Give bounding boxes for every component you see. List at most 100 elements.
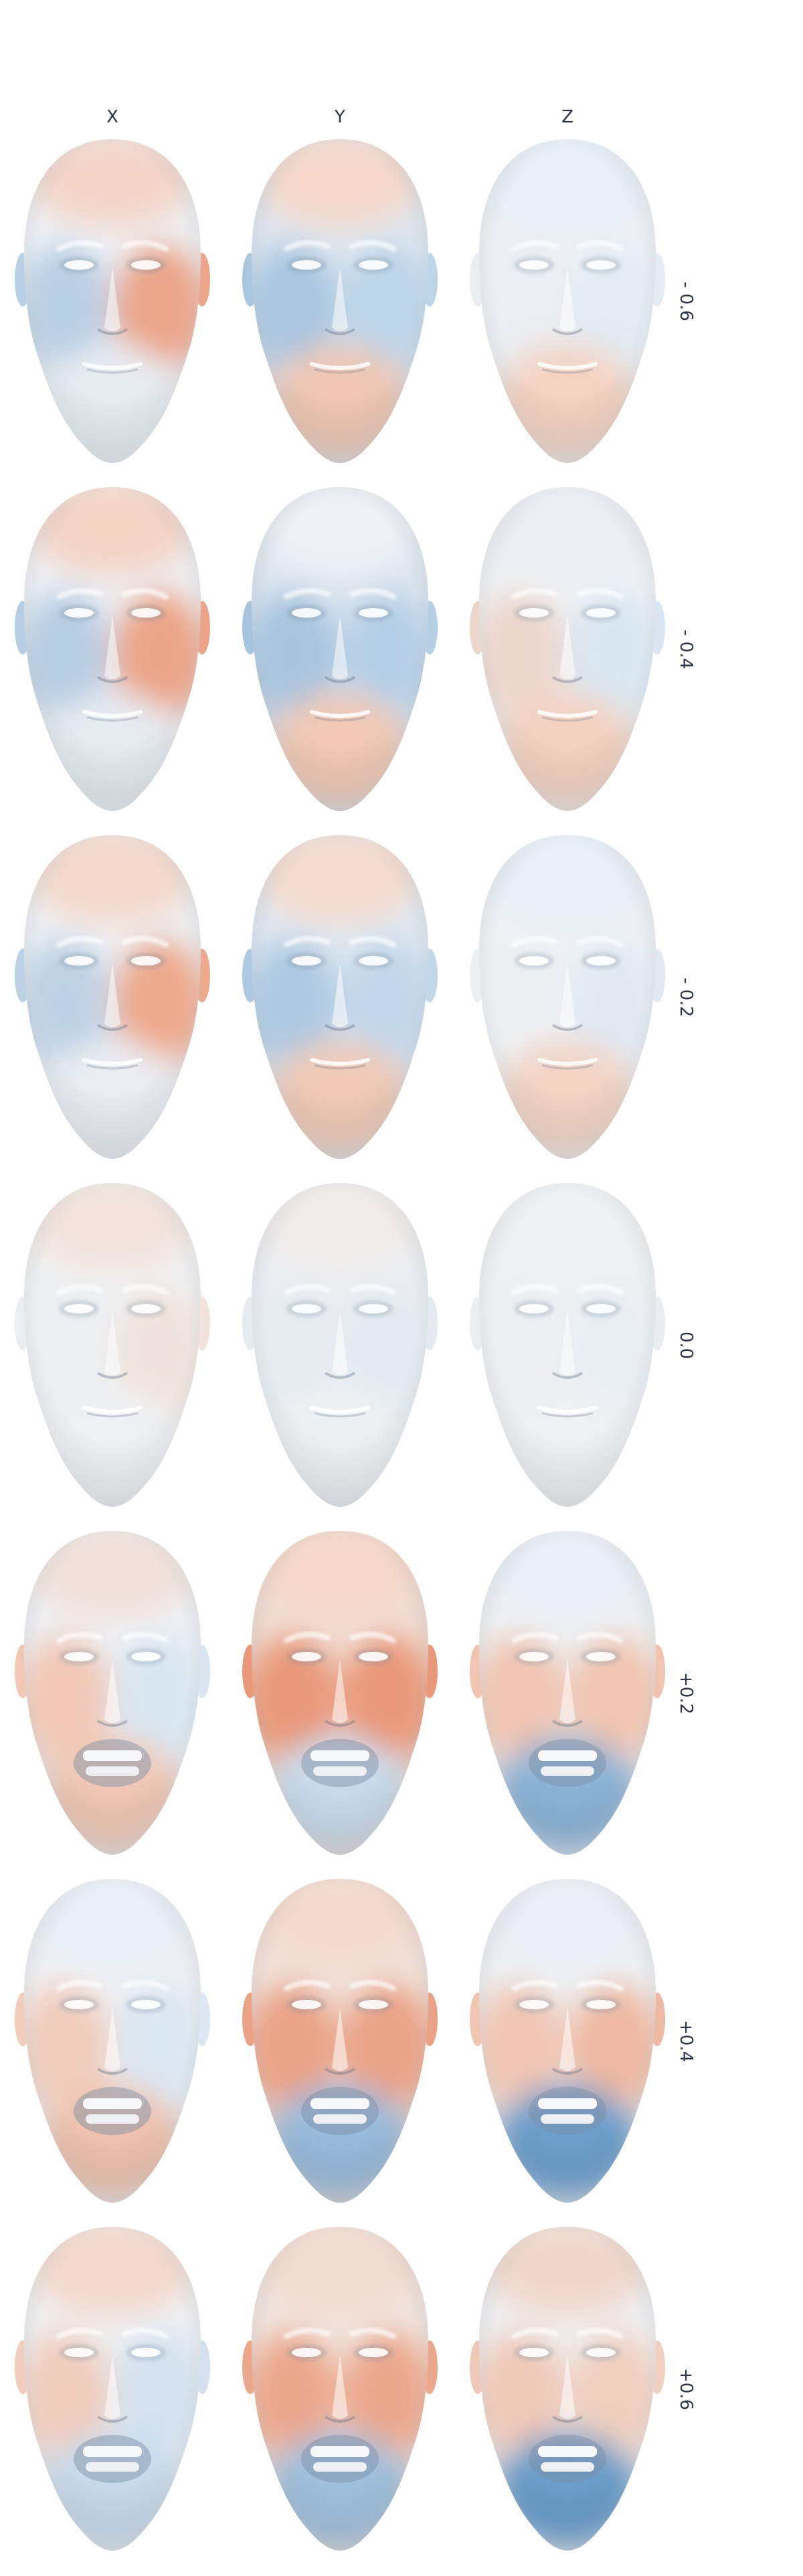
mouth-closed: [310, 710, 370, 718]
left-eye: [64, 1652, 94, 1661]
nose: [559, 616, 575, 679]
face-render: [15, 487, 210, 811]
upper-teeth: [310, 2098, 369, 2109]
face-render: [15, 2227, 210, 2551]
left-eye: [292, 1652, 321, 1661]
lower-teeth: [541, 2462, 594, 2472]
face-mesh: [240, 1873, 440, 2208]
face-mesh: [467, 1526, 668, 1860]
right-eye: [131, 1304, 161, 1313]
lower-teeth: [313, 1766, 367, 1776]
right-eye: [586, 2000, 616, 2009]
nose: [559, 268, 575, 331]
lower-teeth: [86, 2114, 139, 2124]
face-mesh: [12, 1873, 213, 2208]
face-render: [242, 835, 438, 1159]
row-label: 0.0: [676, 1331, 696, 1359]
left-eye: [64, 2000, 94, 2009]
nose: [332, 1311, 348, 1375]
mouth-closed: [82, 362, 143, 370]
upper-teeth: [83, 2098, 142, 2109]
mouth-closed: [537, 710, 598, 718]
face-render: [15, 1183, 210, 1507]
face-mesh: [240, 1178, 440, 1512]
right-eye: [359, 260, 388, 270]
mouth-closed: [537, 362, 598, 370]
left-eye: [292, 2000, 321, 2009]
right-eye: [359, 1652, 388, 1661]
face-render: [242, 487, 438, 811]
row-label: +0.6: [676, 2367, 696, 2410]
face-mesh: [240, 1526, 440, 1860]
right-eye: [586, 608, 616, 618]
row-label: +0.4: [676, 2019, 696, 2062]
mouth-open: [529, 1739, 606, 1787]
mouth-closed: [310, 1058, 370, 1066]
face-mesh: [240, 482, 440, 816]
column-header: Y: [335, 107, 345, 127]
face-mesh: [12, 482, 213, 816]
mouth-open: [74, 2087, 151, 2135]
upper-teeth: [538, 2098, 597, 2109]
face-mesh: [12, 134, 213, 468]
nose: [559, 2007, 575, 2071]
left-eye: [64, 260, 94, 270]
lower-teeth: [541, 2114, 594, 2124]
face-render: [15, 835, 210, 1159]
face-mesh: [467, 482, 668, 816]
face-render: [470, 2227, 665, 2551]
face-render: [470, 1531, 665, 1855]
upper-teeth: [310, 2446, 369, 2457]
right-eye: [586, 956, 616, 965]
nose: [104, 616, 120, 679]
face-mesh: [12, 1178, 213, 1512]
nose: [104, 268, 120, 331]
right-eye: [131, 608, 161, 618]
face-render: [242, 1183, 438, 1507]
face-mesh: [467, 2221, 668, 2556]
lower-teeth: [86, 1766, 139, 1776]
nose: [332, 268, 348, 331]
face-render: [242, 139, 438, 463]
mouth-open: [301, 2087, 379, 2135]
nose: [559, 1311, 575, 1375]
face-render: [470, 139, 665, 463]
upper-teeth: [83, 1750, 142, 1761]
left-eye: [64, 608, 94, 618]
face-render: [470, 1879, 665, 2203]
mouth-open: [74, 2435, 151, 2483]
right-eye: [359, 608, 388, 618]
face-mesh: [12, 830, 213, 1164]
left-eye: [519, 1304, 549, 1313]
mouth-open: [301, 1739, 379, 1787]
left-eye: [64, 2348, 94, 2357]
left-eye: [64, 956, 94, 965]
mouth-closed: [310, 362, 370, 370]
upper-teeth: [538, 1750, 597, 1761]
nose: [104, 2355, 120, 2419]
face-mesh: [467, 1178, 668, 1512]
face-mesh: [240, 134, 440, 468]
nose: [104, 963, 120, 1027]
face-render: [242, 1879, 438, 2203]
face-render: [470, 1183, 665, 1507]
left-eye: [292, 2348, 321, 2357]
right-eye: [359, 2000, 388, 2009]
face-render: [470, 487, 665, 811]
right-eye: [359, 956, 388, 965]
left-eye: [292, 956, 321, 965]
left-eye: [292, 1304, 321, 1313]
left-eye: [519, 2000, 549, 2009]
row-label: +0.2: [676, 1671, 696, 1714]
mouth-open: [301, 2435, 379, 2483]
mouth-open: [74, 1739, 151, 1787]
column-header: X: [106, 107, 118, 127]
mouth-closed: [537, 1058, 598, 1066]
column-header: Z: [561, 107, 573, 127]
face-mesh: [467, 1873, 668, 2208]
left-eye: [292, 260, 321, 270]
right-eye: [586, 1304, 616, 1313]
right-eye: [131, 2348, 161, 2357]
face-render: [242, 2227, 438, 2551]
nose: [332, 963, 348, 1027]
